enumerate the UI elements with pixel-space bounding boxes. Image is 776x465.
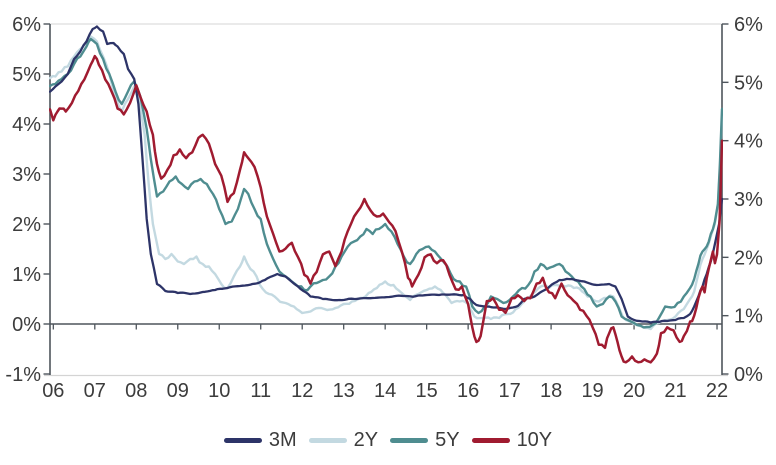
x-axis-year-label: 06 xyxy=(42,380,64,402)
right-axis-tick-label: 6% xyxy=(734,14,763,36)
x-axis-year-label: 21 xyxy=(664,380,686,402)
x-axis-year-label: 11 xyxy=(250,380,271,402)
x-axis-year-label: 17 xyxy=(498,380,520,402)
chart-canvas: 6% 5% 4% 3% 2% 1% 0% -1% 6% 5% 4% 3% 2% 1% 0% 06 07 08 09 1… xyxy=(5,14,763,402)
right-axis-tick-label: 1% xyxy=(734,306,763,328)
x-axis-year-label: 09 xyxy=(167,380,189,402)
left-axis-tick-label: 3% xyxy=(12,164,41,186)
x-axis-year-label: 08 xyxy=(125,380,147,402)
left-axis-tick-label: -1% xyxy=(5,364,41,386)
legend-swatch-5y xyxy=(390,437,429,443)
x-axis-year-label: 12 xyxy=(291,380,313,402)
left-axis-tick-label: 2% xyxy=(12,214,41,236)
legend-swatch-2y xyxy=(308,437,347,443)
legend-item-2y: 2Y xyxy=(308,429,379,451)
x-axis-year-label: 18 xyxy=(540,380,562,402)
series-line-3m xyxy=(49,25,723,324)
left-axis-tick-label: 6% xyxy=(12,14,41,36)
right-axis-tick-label: 4% xyxy=(734,131,763,153)
right-axis-tick-label: 2% xyxy=(734,247,763,269)
x-axis-year-label: 22 xyxy=(706,380,728,402)
legend-label-3m: 3M xyxy=(268,429,297,451)
x-axis-year-label: 15 xyxy=(416,380,438,402)
x-axis-year-label: 07 xyxy=(84,380,106,402)
x-axis-year-label: 13 xyxy=(333,380,355,402)
legend-item-3m: 3M xyxy=(223,429,297,451)
x-axis-year-label: 16 xyxy=(457,380,479,402)
legend-label-5y: 5Y xyxy=(435,429,460,451)
legend-item-5y: 5Y xyxy=(390,429,460,451)
x-axis-year-label: 20 xyxy=(623,380,645,402)
right-axis-tick-label: 5% xyxy=(734,72,763,94)
left-axis-tick-label: 0% xyxy=(12,314,41,336)
left-axis-tick-label: 5% xyxy=(12,64,41,86)
x-axis-year-label: 14 xyxy=(374,380,396,402)
legend-swatch-3m xyxy=(223,437,262,443)
right-axis-tick-label: 3% xyxy=(734,189,763,211)
legend-label-2y: 2Y xyxy=(353,429,379,451)
chart-legend: 3M 2Y 5Y 10Y xyxy=(0,430,776,450)
legend-swatch-10y xyxy=(471,437,510,443)
series-line-2y xyxy=(49,35,723,331)
series-line-5y xyxy=(49,37,723,329)
left-axis-tick-label: 4% xyxy=(12,114,41,136)
left-axis-tick-label: 1% xyxy=(12,264,41,286)
series-line-10y xyxy=(49,54,723,364)
legend-label-10y: 10Y xyxy=(516,429,553,451)
right-axis-tick-label: 0% xyxy=(734,364,763,386)
x-axis-year-label: 19 xyxy=(581,380,603,402)
x-axis-year-label: 10 xyxy=(208,380,230,402)
legend-item-10y: 10Y xyxy=(471,429,553,451)
